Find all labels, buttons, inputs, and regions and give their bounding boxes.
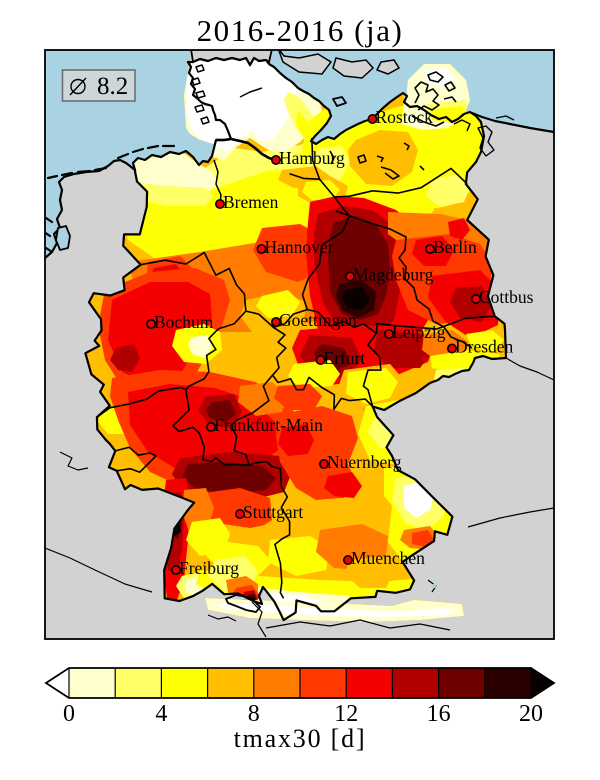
svg-text:8: 8 (248, 701, 260, 727)
svg-text:Leipzig: Leipzig (392, 322, 446, 342)
svg-text:Freiburg: Freiburg (179, 558, 239, 578)
svg-text:Bochum: Bochum (154, 312, 214, 332)
svg-text:Muenchen: Muenchen (351, 548, 425, 568)
svg-text:Cottbus: Cottbus (479, 287, 534, 307)
svg-text:tmax30 [d]: tmax30 [d] (234, 724, 367, 753)
svg-text:Dresden: Dresden (455, 337, 514, 357)
svg-text:0: 0 (63, 701, 75, 727)
svg-text:Frankfurt-Main: Frankfurt-Main (214, 415, 323, 435)
svg-text:16: 16 (427, 701, 451, 727)
svg-text:Hannover: Hannover (265, 237, 334, 257)
svg-text:8.2: 8.2 (97, 73, 128, 100)
svg-text:Nuernberg: Nuernberg (327, 452, 402, 472)
svg-text:Goettingen: Goettingen (279, 310, 357, 330)
svg-text:20: 20 (519, 701, 543, 727)
svg-text:Rostock: Rostock (376, 107, 434, 127)
svg-text:Stuttgart: Stuttgart (243, 502, 303, 522)
svg-text:4: 4 (155, 701, 167, 727)
svg-text:Berlin: Berlin (433, 237, 477, 257)
svg-text:12: 12 (334, 701, 358, 727)
svg-text:Erfurt: Erfurt (324, 348, 366, 368)
svg-text:2016-2016 (ja): 2016-2016 (ja) (197, 13, 404, 48)
svg-text:Magdeburg: Magdeburg (353, 265, 434, 285)
svg-text:Hamburg: Hamburg (279, 148, 345, 168)
svg-text:Bremen: Bremen (223, 192, 279, 212)
